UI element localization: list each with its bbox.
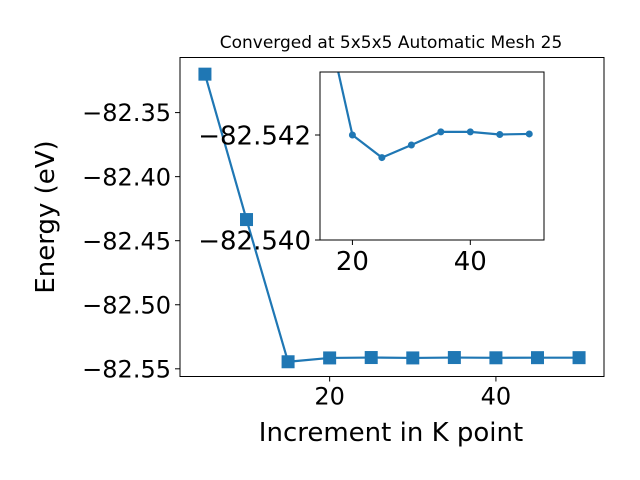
data-point (407, 141, 415, 149)
data-point (198, 67, 212, 81)
x-tick-label: 20 (314, 383, 345, 411)
data-point (406, 351, 420, 365)
series-line (203, 73, 580, 363)
data-point (530, 351, 544, 365)
main-tick-layer: 20 40 −82.35 −82.40 −82.45 −82.50 −82.55 (82, 99, 511, 410)
x-tick-label: 20 (336, 247, 369, 277)
x-tick-label: 40 (454, 247, 487, 277)
main-chart: Converged at 5x5x5 Automatic Mesh 25 20 4… (31, 33, 605, 448)
y-axis-label: Energy (eV) (31, 140, 61, 293)
inset-plot-frame (319, 71, 545, 241)
data-point (525, 130, 533, 138)
y-tick-label: −82.50 (82, 291, 171, 319)
data-point (572, 351, 586, 365)
y-tick-label: −82.55 (82, 355, 171, 383)
main-plot-frame (179, 57, 605, 377)
x-axis-label: Increment in K point (259, 418, 523, 448)
data-point (489, 351, 503, 365)
y-tick-label: −82.542 (198, 121, 311, 151)
data-point (447, 351, 461, 365)
main-data-layer (198, 67, 586, 369)
data-point (323, 351, 337, 365)
data-point (496, 130, 504, 138)
data-point (437, 128, 445, 136)
y-tick-label: −82.35 (82, 99, 171, 127)
inset-tick-layer: 20 40 −82.542 −82.540 (198, 121, 487, 277)
data-point (240, 213, 254, 227)
data-point (281, 355, 295, 369)
data-point (466, 128, 474, 136)
data-point (378, 154, 386, 162)
chart-title: Converged at 5x5x5 Automatic Mesh 25 (220, 33, 563, 53)
x-tick-label: 40 (481, 383, 512, 411)
inset-chart: 20 40 −82.542 −82.540 (198, 71, 545, 277)
data-point (364, 351, 378, 365)
series-line (337, 72, 530, 159)
inset-data-layer (337, 72, 533, 162)
y-tick-label: −82.540 (198, 226, 311, 256)
y-tick-label: −82.45 (82, 227, 171, 255)
y-tick-label: −82.40 (82, 163, 171, 191)
data-point (348, 131, 356, 139)
inset-background (320, 72, 544, 240)
